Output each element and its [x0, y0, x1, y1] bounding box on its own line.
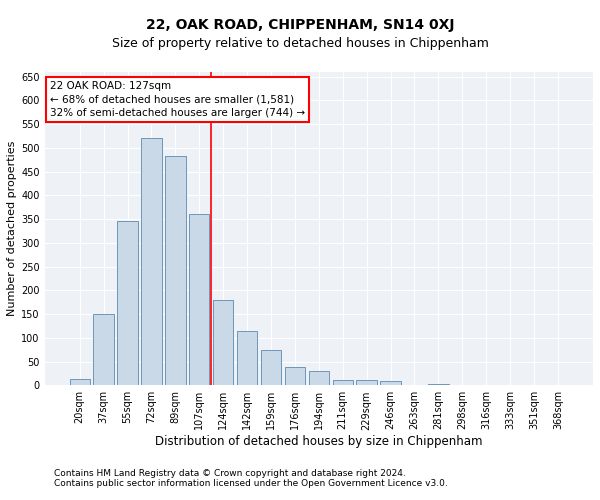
Text: Contains public sector information licensed under the Open Government Licence v3: Contains public sector information licen…	[54, 479, 448, 488]
Bar	[94, 314, 114, 386]
Bar	[70, 379, 90, 386]
Bar	[141, 138, 161, 386]
Bar	[380, 382, 401, 386]
Bar	[308, 372, 329, 386]
Bar	[213, 300, 233, 386]
Text: 22 OAK ROAD: 127sqm
← 68% of detached houses are smaller (1,581)
32% of semi-det: 22 OAK ROAD: 127sqm ← 68% of detached ho…	[50, 82, 305, 118]
Bar	[428, 384, 449, 386]
Text: Size of property relative to detached houses in Chippenham: Size of property relative to detached ho…	[112, 38, 488, 51]
X-axis label: Distribution of detached houses by size in Chippenham: Distribution of detached houses by size …	[155, 435, 482, 448]
Bar	[356, 380, 377, 386]
Bar	[165, 156, 185, 386]
Y-axis label: Number of detached properties: Number of detached properties	[7, 141, 17, 316]
Bar	[261, 350, 281, 386]
Bar	[285, 367, 305, 386]
Bar	[237, 330, 257, 386]
Text: 22, OAK ROAD, CHIPPENHAM, SN14 0XJ: 22, OAK ROAD, CHIPPENHAM, SN14 0XJ	[146, 18, 454, 32]
Text: Contains HM Land Registry data © Crown copyright and database right 2024.: Contains HM Land Registry data © Crown c…	[54, 469, 406, 478]
Bar	[189, 214, 209, 386]
Bar	[118, 222, 137, 386]
Bar	[332, 380, 353, 386]
